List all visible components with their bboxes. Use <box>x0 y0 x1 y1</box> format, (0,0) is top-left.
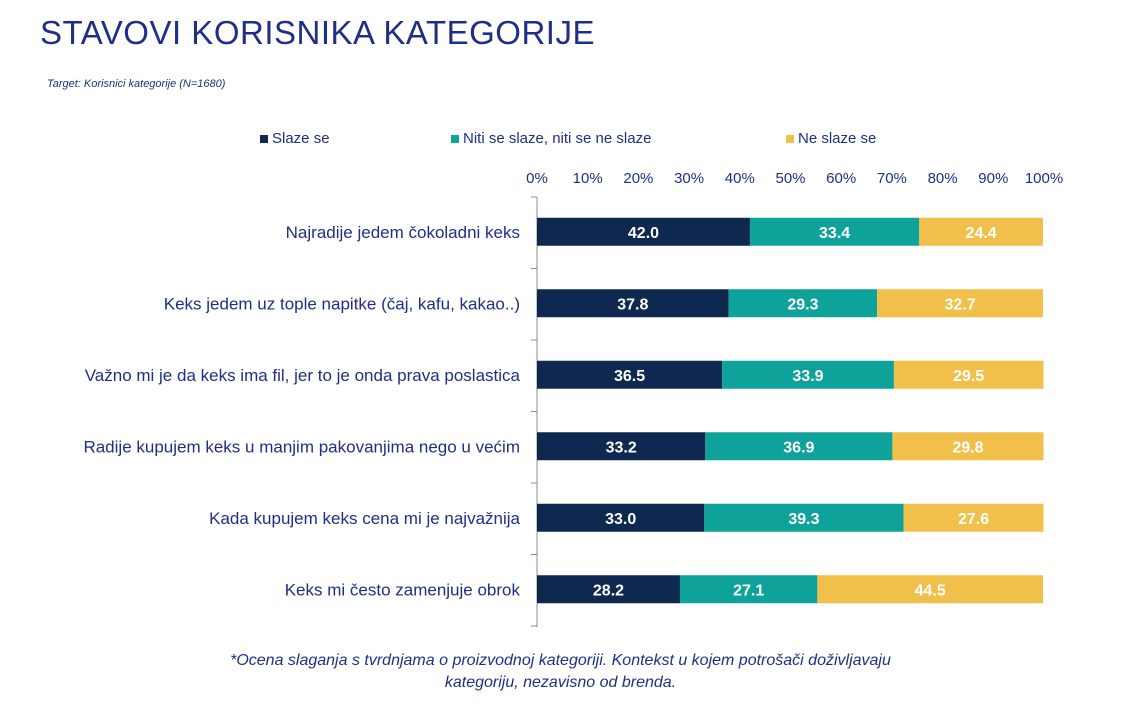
category-label: Kada kupujem keks cena mi je najvažnija <box>209 509 520 528</box>
category-label: Keks mi često zamenjuje obrok <box>285 580 521 599</box>
bar-segment <box>704 503 904 532</box>
x-tick-label: 60% <box>826 170 856 187</box>
data-label: 42.0 <box>628 225 659 242</box>
legend-swatch-disagree <box>786 134 794 143</box>
data-label: 33.9 <box>792 368 823 385</box>
legend-swatch-agree <box>260 134 268 143</box>
bar-segment <box>728 289 878 318</box>
footnote-line-1: *Ocena slaganja s tvrdnjama o proizvodno… <box>230 652 891 669</box>
data-label: 39.3 <box>788 511 819 528</box>
x-tick-label: 70% <box>877 170 907 187</box>
chart-title: STAVOVI KORISNIKA KATEGORIJE <box>40 14 595 51</box>
bar-segment <box>537 575 680 604</box>
data-label: 27.1 <box>733 582 764 599</box>
bar-segment <box>892 432 1044 461</box>
legend-item-disagree: Ne slaze se <box>786 130 876 147</box>
data-label: 27.6 <box>958 511 989 528</box>
data-label: 29.8 <box>952 439 983 456</box>
data-label: 36.9 <box>783 439 814 456</box>
category-label: Radije kupujem keks u manjim pakovanjima… <box>83 437 520 456</box>
legend-label-disagree: Ne slaze se <box>798 130 877 147</box>
data-label: 44.5 <box>915 582 946 599</box>
data-label: 29.3 <box>787 296 818 313</box>
bar-segment <box>537 289 729 318</box>
x-tick-label: 30% <box>674 170 704 187</box>
legend-swatch-neutral <box>451 134 459 143</box>
x-tick-label: 90% <box>978 170 1008 187</box>
bar-segment <box>537 432 706 461</box>
legend-label-neutral: Niti se slaze, niti se ne slaze <box>463 130 652 147</box>
bar-segment <box>722 360 894 389</box>
category-label: Važno mi je da keks ima fil, jer to je o… <box>85 366 521 385</box>
chart-subtitle: Target: Korisnici kategorije (N=1680) <box>47 78 226 90</box>
x-tick-label: 40% <box>725 170 755 187</box>
x-tick-label: 20% <box>623 170 653 187</box>
bar-segment <box>537 503 705 532</box>
x-tick-label: 0% <box>526 170 548 187</box>
data-label: 33.4 <box>819 225 850 242</box>
bar-segment <box>817 575 1043 604</box>
legend-label-agree: Slaze se <box>272 130 330 147</box>
legend-item-agree: Slaze se <box>260 130 330 147</box>
data-label: 32.7 <box>945 296 976 313</box>
data-label: 24.4 <box>966 225 997 242</box>
bar-segment <box>537 360 723 389</box>
x-tick-label: 50% <box>775 170 805 187</box>
bar-segment <box>877 289 1043 318</box>
legend-item-neutral: Niti se slaze, niti se ne slaze <box>451 130 651 147</box>
data-label: 37.8 <box>617 296 648 313</box>
data-label: 33.2 <box>606 439 637 456</box>
stacked-bar-chart: 0% 10% 20% 30% 40% 50% 60% 70% 80% 90% 100% Najradi… <box>83 170 1063 627</box>
footnote: *Ocena slaganja s tvrdnjama o proizvodno… <box>0 650 1121 694</box>
bar-segment <box>749 217 920 246</box>
bar-segment <box>919 217 1043 246</box>
bar-segment <box>679 575 818 604</box>
bar-segment <box>903 503 1044 532</box>
bar-segment <box>893 360 1044 389</box>
category-label: Najradije jedem čokoladni keks <box>286 223 520 242</box>
data-label: 33.0 <box>605 511 636 528</box>
footnote-line-2: kategoriju, nezavisno od brenda. <box>444 674 677 691</box>
data-label: 29.5 <box>953 368 984 385</box>
data-label: 36.5 <box>614 368 645 385</box>
x-tick-label: 10% <box>573 170 603 187</box>
x-tick-label: 100% <box>1025 170 1063 187</box>
category-label: Keks jedem uz tople napitke (čaj, kafu, … <box>164 294 520 313</box>
bar-segment <box>705 432 893 461</box>
data-label: 28.2 <box>593 582 624 599</box>
bar-segment <box>537 217 750 246</box>
x-tick-label: 80% <box>928 170 958 187</box>
legend: Slaze se Niti se slaze, niti se ne slaze… <box>0 130 1121 150</box>
